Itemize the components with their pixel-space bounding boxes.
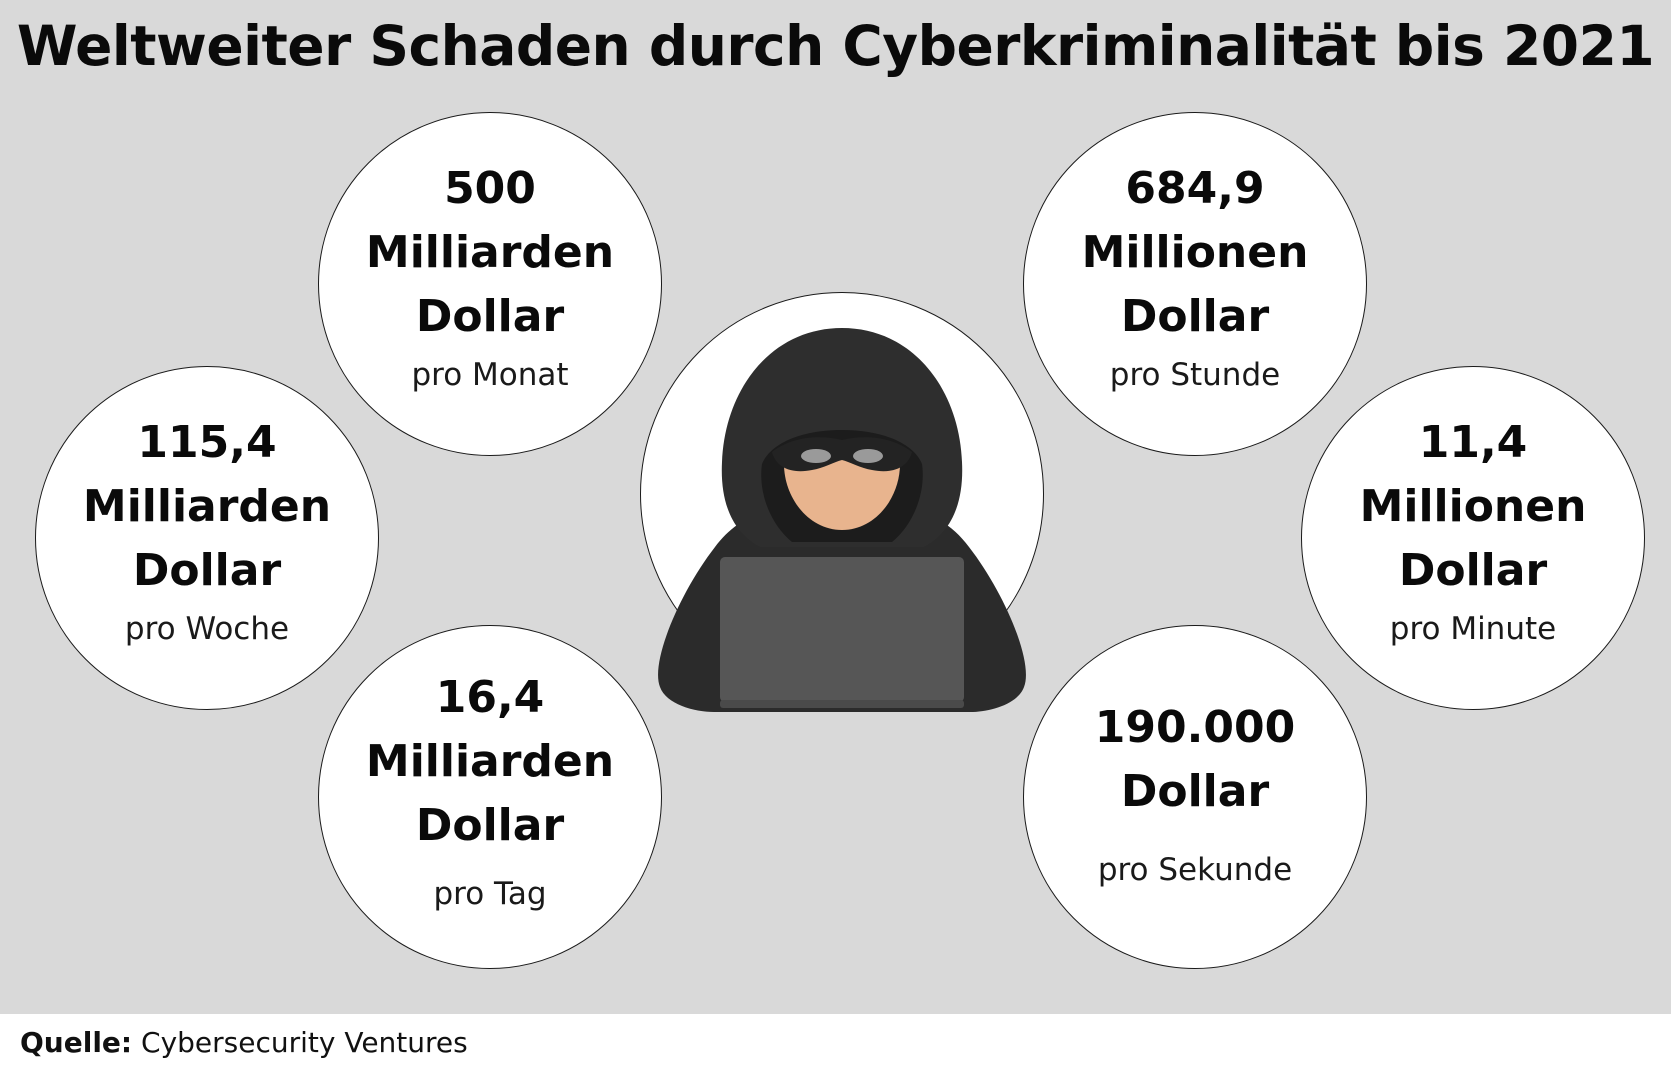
- stat-currency: Dollar: [1120, 291, 1270, 342]
- stat-period: pro Stunde: [1109, 357, 1281, 393]
- stat-amount: 190.000: [1094, 702, 1296, 753]
- stat-unit: Millionen: [1359, 481, 1587, 532]
- source-footer: Quelle: Cybersecurity Ventures: [20, 1026, 468, 1059]
- infographic-background: Weltweiter Schaden durch Cyberkriminalit…: [0, 0, 1671, 1014]
- stat-currency: Dollar: [415, 291, 565, 342]
- stat-bubble-sekunde: 190.000 Dollar pro Sekunde: [1023, 625, 1367, 969]
- stat-unit: Milliarden: [365, 227, 615, 278]
- source-name: Cybersecurity Ventures: [141, 1026, 468, 1059]
- stat-bubble-tag: 16,4 Milliarden Dollar pro Tag: [318, 625, 662, 969]
- stat-amount: 684,9: [1125, 163, 1265, 214]
- source-label: Quelle:: [20, 1026, 133, 1059]
- stat-period: pro Woche: [124, 611, 290, 647]
- stat-bubble-minute: 11,4 Millionen Dollar pro Minute: [1301, 366, 1645, 710]
- stat-amount: 16,4: [435, 672, 545, 723]
- stat-period: pro Sekunde: [1097, 852, 1293, 888]
- page-title: Weltweiter Schaden durch Cyberkriminalit…: [16, 14, 1655, 78]
- stat-bubble-monat: 500 Milliarden Dollar pro Monat: [318, 112, 662, 456]
- stat-currency: Dollar: [415, 800, 565, 851]
- stat-period: pro Tag: [433, 876, 547, 912]
- stat-amount: 500: [444, 163, 536, 214]
- hooded-hacker-laptop-icon: [658, 328, 1026, 712]
- stat-unit: Milliarden: [82, 481, 332, 532]
- stat-amount: 11,4: [1418, 417, 1528, 468]
- stat-unit: Millionen: [1081, 227, 1309, 278]
- stat-currency: Dollar: [1398, 545, 1548, 596]
- stat-currency: Dollar: [132, 545, 282, 596]
- stat-period: pro Monat: [411, 357, 569, 393]
- stat-bubble-woche: 115,4 Milliarden Dollar pro Woche: [35, 366, 379, 710]
- stat-currency: Dollar: [1120, 766, 1270, 817]
- stat-bubble-stunde: 684,9 Millionen Dollar pro Stunde: [1023, 112, 1367, 456]
- stat-unit: Milliarden: [365, 736, 615, 787]
- stat-amount: 115,4: [137, 417, 277, 468]
- stat-period: pro Minute: [1389, 611, 1557, 647]
